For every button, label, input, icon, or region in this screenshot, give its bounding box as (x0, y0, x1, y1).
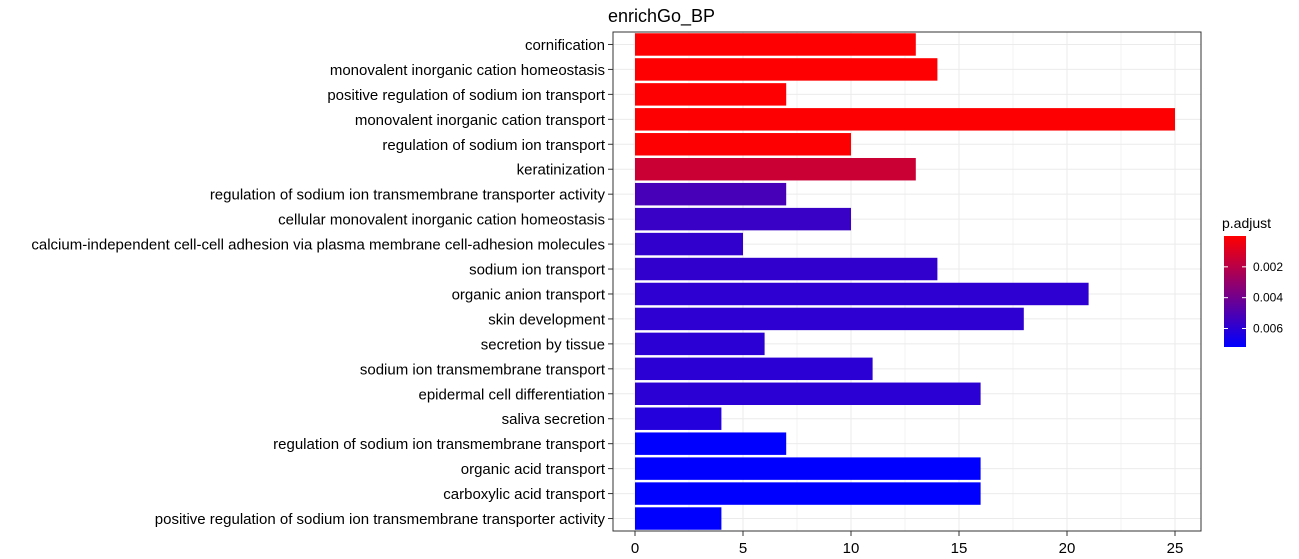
y-tick-label: sodium ion transport (469, 262, 606, 279)
bar (635, 257, 938, 281)
y-tick-label: positive regulation of sodium ion transm… (155, 511, 606, 528)
y-tick-label: keratinization (517, 162, 605, 179)
bar (635, 307, 1024, 331)
panel-border (612, 31, 1202, 532)
bar (635, 432, 787, 455)
bar (635, 457, 981, 480)
bar (635, 382, 981, 406)
bar (635, 482, 981, 505)
y-tick-label: monovalent inorganic cation transport (355, 112, 606, 129)
legend-tick-label: 0.006 (1253, 322, 1283, 336)
x-tick-label: 10 (843, 540, 860, 557)
y-tick-label: regulation of sodium ion transmembrane t… (210, 187, 606, 204)
bar (635, 182, 787, 206)
chart-title: enrichGo_BP (608, 6, 716, 26)
bar (635, 133, 851, 156)
bar (635, 83, 787, 106)
bar (635, 232, 743, 256)
bar (635, 282, 1089, 306)
y-tick-label: organic anion transport (452, 286, 606, 303)
bar (635, 357, 873, 381)
y-tick-label: monovalent inorganic cation homeostasis (330, 62, 605, 79)
x-tick-label: 5 (739, 540, 747, 557)
x-tick-label: 0 (631, 540, 639, 557)
legend-title: p.adjust (1222, 215, 1271, 231)
y-tick-label: epidermal cell differentiation (419, 386, 606, 403)
y-tick-label: calcium-independent cell-cell adhesion v… (31, 237, 605, 254)
y-tick-label: organic acid transport (461, 461, 606, 478)
y-tick-label: secretion by tissue (481, 336, 605, 353)
x-tick-label: 20 (1059, 540, 1076, 557)
bar (635, 58, 938, 81)
bar (635, 33, 916, 56)
y-tick-label: cellular monovalent inorganic cation hom… (278, 212, 605, 229)
bar (635, 507, 722, 530)
legend-colorbar (1224, 236, 1246, 347)
bar (635, 407, 722, 430)
y-tick-label: regulation of sodium ion transport (382, 137, 605, 154)
y-tick-label: cornification (525, 37, 605, 54)
y-tick-label: carboxylic acid transport (443, 486, 606, 503)
bar (635, 108, 1175, 131)
y-tick-label: saliva secretion (502, 411, 605, 428)
bar (635, 207, 851, 231)
y-tick-label: skin development (488, 311, 606, 328)
x-tick-label: 15 (951, 540, 968, 557)
y-tick-label: positive regulation of sodium ion transp… (327, 87, 605, 104)
legend-tick-label: 0.004 (1253, 291, 1283, 305)
x-tick-label: 25 (1167, 540, 1184, 557)
y-tick-label: regulation of sodium ion transmembrane t… (273, 436, 606, 453)
bar (635, 157, 916, 181)
bar (635, 332, 765, 356)
legend-tick-label: 0.002 (1253, 260, 1283, 274)
y-tick-label: sodium ion transmembrane transport (360, 361, 606, 378)
